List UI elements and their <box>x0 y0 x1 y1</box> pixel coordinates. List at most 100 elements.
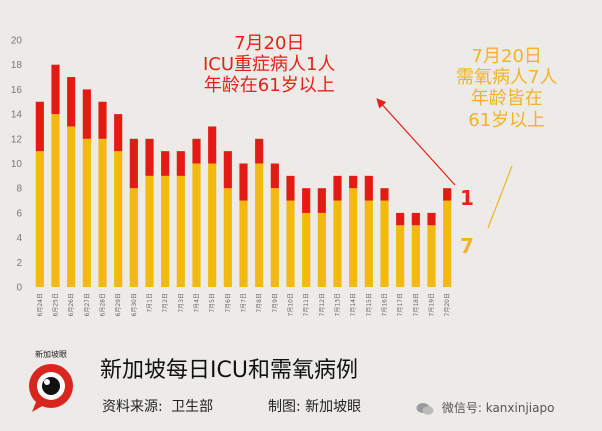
bar-icu <box>411 212 420 226</box>
x-tick-label: 7月13日 <box>335 293 342 316</box>
bar-oxygen <box>176 175 185 287</box>
bar-icu <box>270 163 279 189</box>
svg-text:新加坡眼: 新加坡眼 <box>35 349 67 359</box>
maker-credit: 制图: 新加坡眼 <box>268 396 361 416</box>
bar-icu <box>443 188 452 201</box>
wechat-credit: 微信号: kanxinjiapo <box>416 399 554 416</box>
x-tick-label: 6月25日 <box>53 293 60 316</box>
bar-oxygen <box>333 200 342 287</box>
y-tick-label: 10 <box>11 159 23 170</box>
bar-oxygen <box>114 151 123 287</box>
wechat-id: kanxinjiapo <box>485 401 555 415</box>
maker-label: 制图: <box>268 399 301 415</box>
oxygen-callout-number: 7 <box>460 234 474 258</box>
bar-oxygen <box>82 138 91 287</box>
bar-oxygen <box>145 175 154 287</box>
oxygen-annotation: 7月20日 需氧病人7人 年龄皆在 61岁以上 <box>456 46 557 131</box>
y-tick-label: 4 <box>16 233 22 244</box>
x-tick-label: 7月12日 <box>319 293 326 316</box>
source-label: 资料来源: <box>102 399 163 415</box>
bar-oxygen <box>223 188 232 287</box>
x-axis: 6月24日 6月25日 6月26日 6月27日 6月28日 6月29日 6月30日 7月1日 7… <box>37 293 451 316</box>
oxygen-annotation-line: 61岁以上 <box>468 109 546 131</box>
bar-icu <box>114 114 123 152</box>
bar-oxygen <box>98 138 107 287</box>
y-tick-label: 18 <box>11 60 23 71</box>
maker-value: 新加坡眼 <box>305 399 362 415</box>
y-axis: 0 2 4 6 8 10 12 14 16 18 20 <box>11 36 23 294</box>
bar-oxygen <box>255 163 264 287</box>
x-tick-label: 7月2日 <box>162 293 169 313</box>
icu-annotation-line: 7月20日 <box>234 33 305 54</box>
x-tick-label: 7月11日 <box>303 293 310 316</box>
bar-oxygen <box>161 175 170 287</box>
x-tick-label: 6月24日 <box>37 293 44 316</box>
icu-annotation-line: 年龄在61岁以上 <box>203 75 335 97</box>
bar-oxygen <box>270 188 279 287</box>
bar-icu <box>82 89 91 139</box>
bar-oxygen <box>302 212 311 287</box>
brand-logo: 新加坡眼 <box>22 348 80 414</box>
x-tick-label: 6月26日 <box>68 293 75 316</box>
bar-oxygen <box>192 163 201 287</box>
bar-icu <box>35 101 44 152</box>
bar-icu <box>192 138 201 164</box>
footer: 新加坡眼 新加坡每日ICU和需氧病例 资料来源: 卫生部 制图: 新加坡眼 微信… <box>0 338 602 431</box>
bar-icu <box>380 188 389 201</box>
x-tick-label: 6月27日 <box>84 293 91 316</box>
y-tick-label: 16 <box>11 85 23 96</box>
bar-icu <box>333 175 342 201</box>
annotation-arrows <box>376 98 513 229</box>
x-tick-label: 7月9日 <box>272 293 279 313</box>
bar-oxygen <box>286 200 295 287</box>
bar-oxygen <box>67 126 76 287</box>
bar-icu <box>129 138 138 189</box>
bar-oxygen <box>364 200 373 287</box>
bar-icu <box>208 126 217 164</box>
bar-icu <box>98 101 107 139</box>
x-tick-label: 7月7日 <box>241 293 248 313</box>
bar-icu <box>145 138 154 176</box>
bar-icu <box>255 138 264 164</box>
oxygen-annotation-line: 7月20日 <box>471 46 542 67</box>
x-tick-label: 7月15日 <box>366 293 373 316</box>
bar-oxygen <box>396 225 405 287</box>
icu-callout-number: 1 <box>460 186 474 210</box>
bar-icu <box>427 212 436 226</box>
wechat-label: 微信号: <box>441 401 482 415</box>
x-tick-label: 7月16日 <box>382 293 389 316</box>
bar-oxygen <box>317 212 326 287</box>
bar-icu <box>349 175 358 189</box>
y-tick-label: 6 <box>16 208 22 219</box>
x-tick-label: 6月28日 <box>100 293 107 316</box>
bar-icu <box>317 188 326 213</box>
x-tick-label: 7月10日 <box>288 293 295 316</box>
bar-icu <box>161 151 170 176</box>
bar-icu <box>51 64 60 115</box>
bar-oxygen <box>380 200 389 287</box>
x-tick-label: 7月18日 <box>413 293 420 316</box>
y-tick-label: 20 <box>11 36 23 47</box>
bar-icu <box>67 77 76 127</box>
bar-oxygen <box>349 188 358 287</box>
bars <box>35 64 452 287</box>
y-tick-label: 0 <box>16 283 22 294</box>
y-tick-label: 8 <box>16 184 22 195</box>
x-tick-label: 7月5日 <box>209 293 216 313</box>
oxygen-annotation-line: 需氧病人7人 <box>456 67 558 89</box>
y-tick-label: 2 <box>16 258 22 269</box>
bar-oxygen <box>129 188 138 287</box>
bar-icu <box>302 188 311 213</box>
x-tick-label: 7月20日 <box>444 293 451 316</box>
x-tick-label: 7月17日 <box>397 293 404 316</box>
x-tick-label: 7月6日 <box>225 293 232 313</box>
x-tick-label: 6月29日 <box>115 293 122 316</box>
x-tick-label: 7月3日 <box>178 293 185 313</box>
x-tick-label: 6月30日 <box>131 293 138 316</box>
source-value: 卫生部 <box>171 399 214 415</box>
bar-icu <box>364 175 373 201</box>
y-tick-label: 12 <box>11 134 23 145</box>
y-tick-label: 14 <box>11 110 23 121</box>
source-credit: 资料来源: 卫生部 <box>102 396 217 416</box>
x-tick-label: 7月19日 <box>429 293 436 316</box>
